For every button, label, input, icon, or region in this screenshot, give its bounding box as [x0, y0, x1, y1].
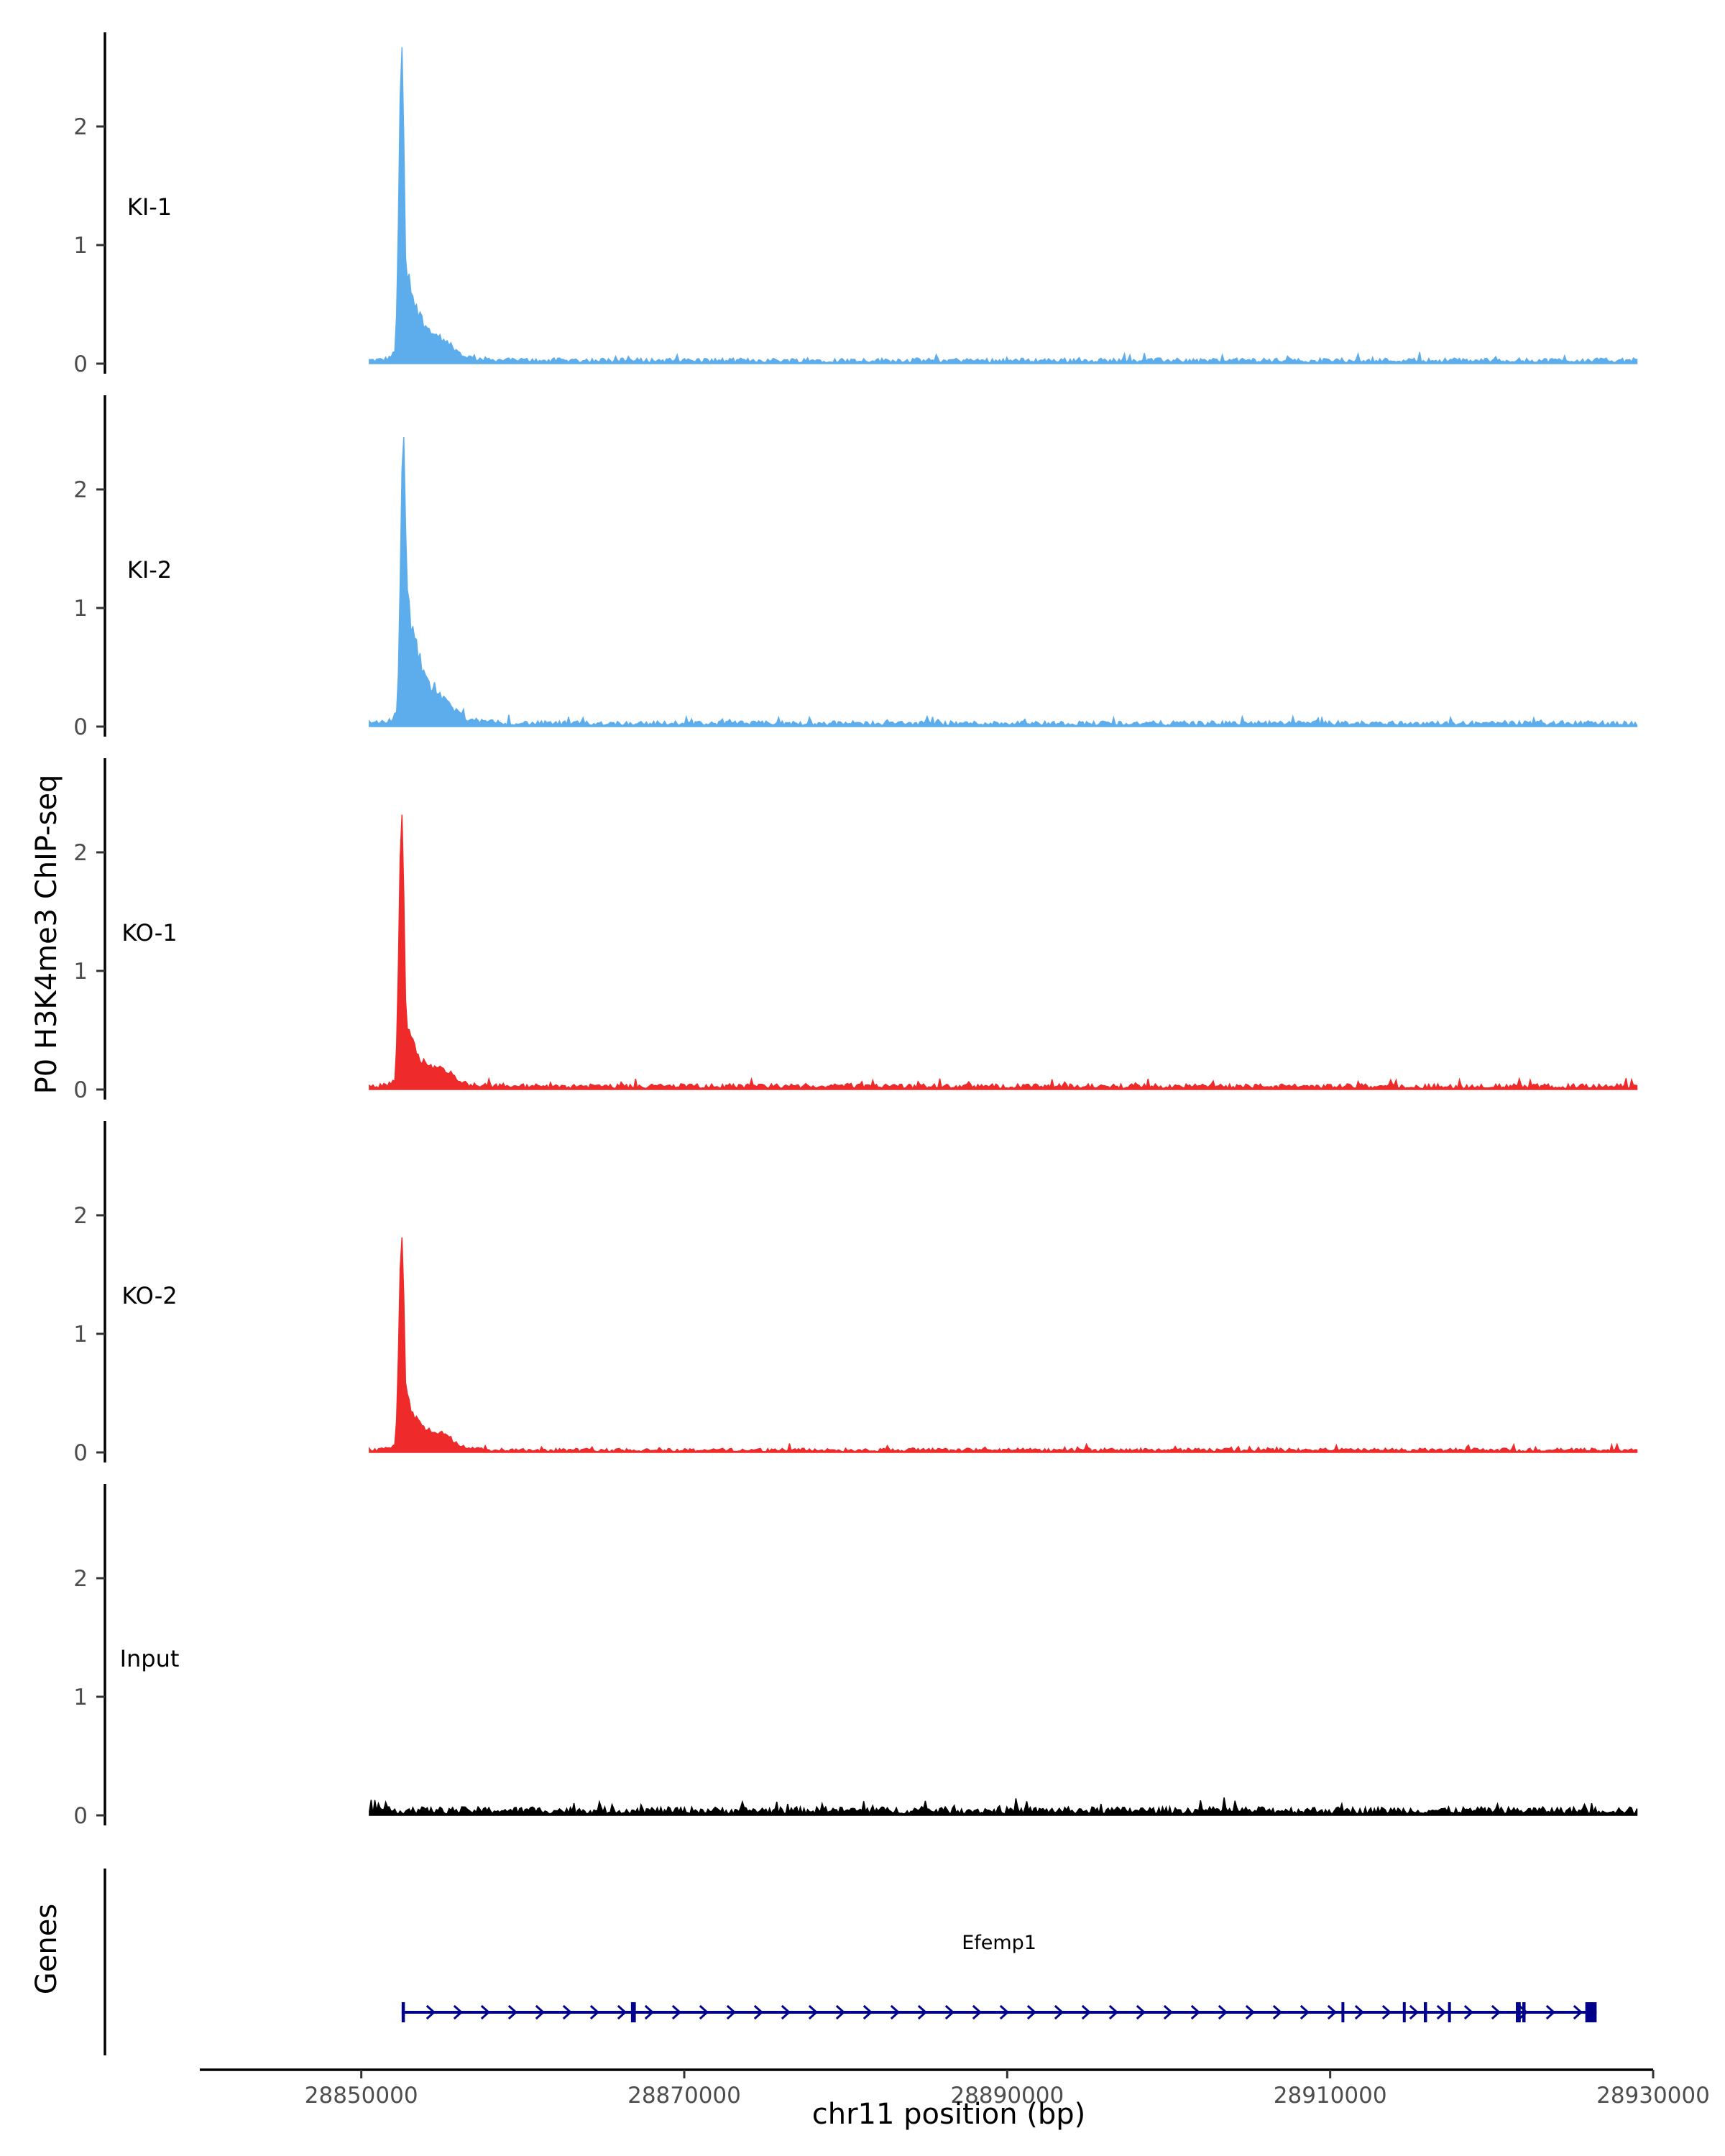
strand-arrow	[535, 2004, 546, 2020]
strand-arrow	[1327, 2004, 1338, 2020]
tracks-layer: 0 1 2 KI-1 0 1 2 KI-2 0 1 2 KO-1 0 1 2 KO-2 0 1 2 Input	[73, 32, 1638, 1829]
y-tick-label: 0	[73, 1440, 88, 1466]
y-tick-label: 2	[73, 114, 88, 140]
y-tick-label: 1	[73, 959, 88, 985]
signal-area-KI-2	[369, 436, 1638, 727]
signal-area-KO-2	[369, 1237, 1638, 1453]
strand-arrow	[562, 2004, 573, 2020]
strand-arrow	[480, 2004, 491, 2020]
strand-arrow	[1518, 2004, 1529, 2020]
y-tick-label: 2	[73, 477, 88, 503]
x-tick-label: 28930000	[1596, 2083, 1710, 2109]
gene-name-label: Efemp1	[962, 1932, 1036, 1954]
strand-arrow	[917, 2004, 928, 2020]
strand-arrow	[1463, 2004, 1474, 2020]
strand-arrow	[808, 2004, 819, 2020]
strand-arrow	[1136, 2004, 1146, 2020]
strand-arrow	[671, 2004, 682, 2020]
y-tick-label: 2	[73, 1566, 88, 1592]
gene-exon	[401, 2002, 405, 2022]
strand-arrow	[835, 2004, 846, 2020]
gene-exon	[1522, 2002, 1526, 2022]
x-tick-label: 28850000	[305, 2083, 418, 2109]
strand-arrow	[890, 2004, 901, 2020]
gene-exon	[1423, 2002, 1427, 2022]
y-tick-label: 0	[73, 351, 88, 377]
gene-exon	[1341, 2002, 1345, 2022]
x-tick-label: 28890000	[950, 2083, 1064, 2109]
signal-area-Input	[369, 1797, 1638, 1816]
y-tick-label: 0	[73, 1077, 88, 1103]
track-panel-KO-1: 0 1 2 KO-1	[73, 758, 1638, 1103]
track-label: KI-1	[127, 193, 172, 221]
y-tick-label: 2	[73, 1203, 88, 1229]
strand-arrow	[1272, 2004, 1283, 2020]
y-tick-label: 2	[73, 840, 88, 866]
y-axis-title: P0 H3K4me3 ChIP-seq	[30, 775, 63, 1095]
strand-arrow	[1054, 2004, 1064, 2020]
track-panel-KI-2: 0 1 2 KI-2	[73, 395, 1638, 740]
strand-arrow	[1381, 2004, 1392, 2020]
strand-arrow	[1354, 2004, 1365, 2020]
x-axis-title: chr11 position (bp)	[812, 2098, 1086, 2131]
track-label: KO-1	[121, 919, 177, 946]
strand-arrow	[507, 2004, 518, 2020]
strand-arrow	[1245, 2004, 1256, 2020]
x-tick-label: 28910000	[1274, 2083, 1387, 2109]
strand-arrow	[699, 2004, 709, 2020]
strand-arrow	[589, 2004, 600, 2020]
strand-arrow	[1218, 2004, 1228, 2020]
strand-arrow	[1026, 2004, 1037, 2020]
strand-arrow	[1108, 2004, 1119, 2020]
strand-arrow	[1190, 2004, 1201, 2020]
strand-arrow	[644, 2004, 655, 2020]
y-tick-label: 1	[73, 1685, 88, 1710]
gene-exon	[630, 2002, 636, 2022]
strand-arrow	[1163, 2004, 1174, 2020]
strand-arrow	[972, 2004, 983, 2020]
gene-exon	[1516, 2002, 1521, 2022]
strand-arrow	[862, 2004, 873, 2020]
signal-area-KO-1	[369, 814, 1638, 1090]
x-axis: 28850000 28870000 28890000 28910000 28930000	[200, 2068, 1710, 2109]
strand-arrow	[753, 2004, 764, 2020]
strand-arrow	[1409, 2004, 1420, 2020]
gene-exon	[1448, 2002, 1451, 2022]
strand-arrow	[944, 2004, 955, 2020]
y-tick-label: 1	[73, 1322, 88, 1348]
strand-arrow	[1491, 2004, 1501, 2020]
track-label: KO-2	[121, 1282, 177, 1309]
genes-axis-title: Genes	[30, 1904, 63, 1994]
genes-panel: Efemp1	[104, 1869, 1597, 2055]
strand-arrow	[781, 2004, 791, 2020]
y-tick-label: 1	[73, 233, 88, 259]
track-panel-KO-2: 0 1 2 KO-2	[73, 1121, 1638, 1466]
strand-arrow	[1573, 2004, 1583, 2020]
strand-arrow	[453, 2004, 464, 2020]
gene-exon	[1402, 2002, 1406, 2022]
strand-arrow	[617, 2004, 627, 2020]
strand-arrow	[999, 2004, 1010, 2020]
x-tick-label: 28870000	[627, 2083, 741, 2109]
track-label: KI-2	[127, 556, 172, 584]
track-label: Input	[120, 1645, 180, 1672]
y-tick-label: 0	[73, 1803, 88, 1829]
track-panel-Input: 0 1 2 Input	[73, 1484, 1638, 1829]
strand-arrow	[726, 2004, 737, 2020]
strand-arrow	[1300, 2004, 1310, 2020]
track-panel-KI-1: 0 1 2 KI-1	[73, 32, 1638, 377]
signal-area-KI-1	[369, 47, 1638, 364]
gene-exon	[1585, 2002, 1597, 2022]
y-tick-label: 0	[73, 714, 88, 740]
strand-arrow	[1436, 2004, 1447, 2020]
strand-arrow	[426, 2004, 436, 2020]
y-tick-label: 1	[73, 596, 88, 622]
strand-arrow	[1081, 2004, 1092, 2020]
strand-arrow	[1545, 2004, 1556, 2020]
